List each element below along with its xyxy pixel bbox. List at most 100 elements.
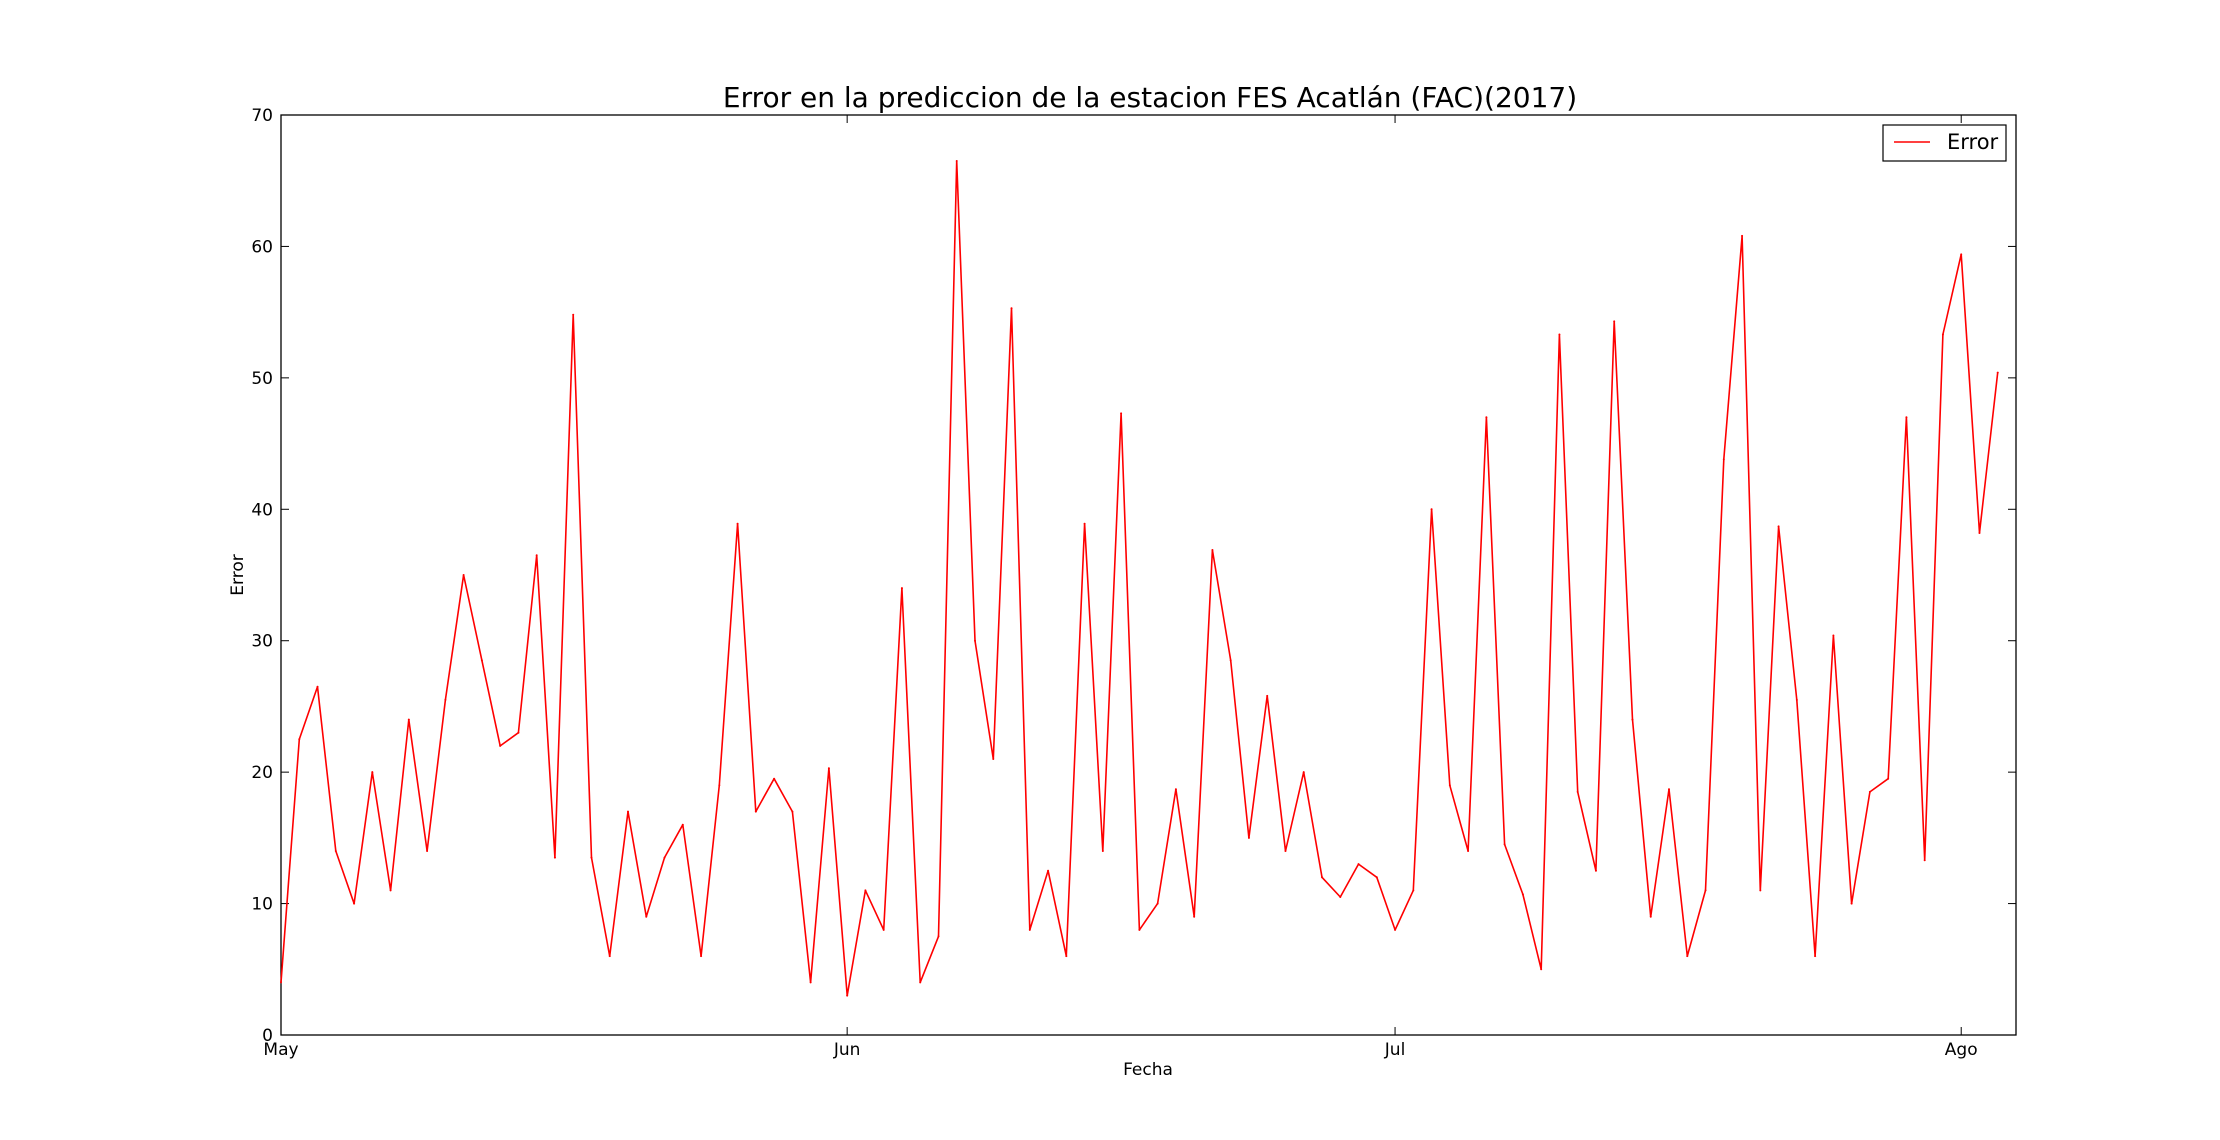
data-point (1521, 893, 1524, 896)
data-point (1777, 525, 1780, 528)
data-point (1558, 333, 1561, 336)
data-point (1850, 902, 1853, 905)
data-point (1923, 859, 1926, 862)
data-point (590, 856, 593, 859)
data-point (1174, 788, 1177, 791)
data-point (1594, 869, 1597, 872)
legend-label-error: Error (1947, 130, 1999, 154)
data-point (1357, 863, 1360, 866)
data-point (882, 928, 885, 931)
plot-area: 0 10 20 30 40 50 60 70 May Jun Jul Ago (251, 106, 2017, 1060)
data-point (371, 771, 374, 774)
data-point (754, 810, 757, 813)
data-point (827, 767, 830, 770)
y-tick-label: 60 (251, 237, 273, 257)
data-point (1120, 412, 1123, 415)
data-point (1138, 928, 1141, 931)
data-point (700, 955, 703, 958)
data-point (900, 587, 903, 590)
data-point (1905, 416, 1908, 419)
data-point (1448, 784, 1451, 787)
x-tick-label: May (263, 1040, 298, 1060)
data-point (1613, 320, 1616, 323)
data-point (937, 935, 940, 938)
data-point (736, 522, 739, 525)
data-point (992, 758, 995, 760)
data-point (1156, 902, 1159, 905)
data-point (1010, 307, 1013, 310)
data-point (499, 744, 502, 747)
data-point (389, 889, 392, 892)
data-point (426, 850, 429, 852)
data-point (663, 856, 666, 859)
y-axis: 0 10 20 30 40 50 60 70 (251, 106, 2016, 1046)
data-point (1412, 889, 1415, 892)
data-point (1375, 876, 1378, 879)
data-point (1741, 234, 1744, 237)
data-point (627, 810, 629, 813)
y-tick-label: 40 (251, 500, 273, 520)
chart-title: Error en la prediccion de la estacion FE… (723, 81, 1577, 114)
data-point (462, 574, 465, 576)
data-point (535, 554, 538, 557)
data-point (1631, 718, 1634, 721)
data-point (316, 685, 319, 688)
data-point (1339, 896, 1342, 898)
data-point (1686, 955, 1689, 958)
data-point (280, 981, 282, 984)
data-point (1485, 416, 1488, 419)
data-point (1266, 694, 1269, 697)
data-point (791, 810, 794, 813)
y-tick-label: 70 (251, 106, 273, 126)
data-point (681, 823, 684, 826)
data-point (1284, 850, 1287, 852)
data-point (1722, 458, 1725, 461)
data-point (1668, 788, 1670, 791)
data-point (334, 850, 337, 852)
data-point (846, 994, 849, 997)
data-point (1503, 843, 1506, 846)
plot-frame (280, 114, 2017, 1036)
data-point (1576, 790, 1579, 793)
data-point (1065, 955, 1068, 958)
data-point (864, 889, 867, 892)
data-point (298, 738, 301, 741)
x-tick-label: Ago (1945, 1040, 1978, 1060)
data-point (1083, 522, 1086, 525)
data-point (974, 639, 976, 642)
data-point (1996, 371, 1999, 374)
data-point (1832, 634, 1835, 637)
data-point (1229, 659, 1232, 662)
data-point (517, 731, 520, 734)
data-point (955, 160, 958, 162)
data-point (919, 981, 922, 984)
x-tick-label: Jul (1384, 1040, 1406, 1060)
x-axis-label: Fecha (1123, 1060, 1173, 1080)
data-point (1430, 508, 1433, 511)
series-layer (280, 160, 1999, 997)
data-point (1941, 333, 1944, 336)
data-point (809, 981, 812, 984)
data-point (1211, 549, 1214, 552)
data-point (1540, 968, 1543, 971)
data-point (608, 955, 611, 958)
y-axis-label: Error (228, 554, 248, 595)
data-point (553, 856, 556, 859)
data-point (1247, 836, 1250, 839)
data-point (1321, 876, 1323, 879)
data-point (572, 313, 575, 316)
data-point (1795, 698, 1798, 701)
data-point (353, 902, 356, 905)
data-point (1960, 253, 1963, 256)
x-axis: May Jun Jul Ago (263, 115, 1978, 1060)
data-point (444, 698, 447, 701)
data-point (773, 777, 776, 780)
data-point (718, 784, 721, 787)
y-tick-label: 10 (251, 895, 273, 915)
x-tick-label: Jun (833, 1040, 861, 1060)
y-tick-label: 0 (262, 1026, 273, 1046)
data-point (1193, 915, 1196, 918)
data-point (1302, 771, 1305, 774)
legend-box (1882, 124, 2007, 162)
